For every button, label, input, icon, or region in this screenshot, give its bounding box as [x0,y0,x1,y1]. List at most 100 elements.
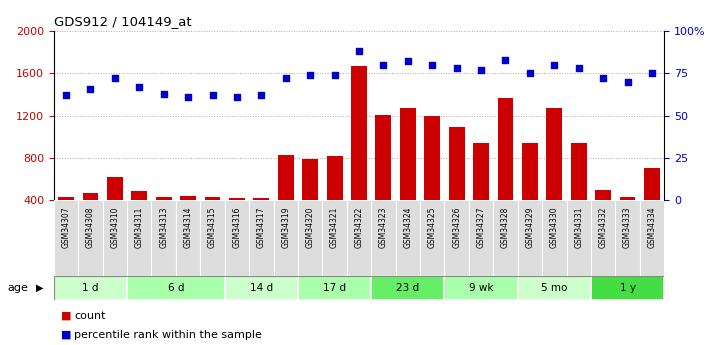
Point [646,71,658,76]
Bar [176,200,200,276]
Text: 23 d: 23 d [396,283,419,293]
Text: GSM34330: GSM34330 [550,206,559,248]
Text: 6 d: 6 d [168,283,184,293]
Bar [518,200,542,276]
Bar [127,276,225,300]
Text: GSM34334: GSM34334 [648,206,656,248]
Bar [180,196,196,242]
Text: GSM34307: GSM34307 [62,206,70,248]
Text: GSM34328: GSM34328 [501,206,510,248]
Bar [253,198,269,242]
Point [329,72,340,78]
Point [85,86,96,91]
Bar [347,200,371,276]
Bar [229,198,245,242]
Text: 17 d: 17 d [323,283,346,293]
Text: GSM34321: GSM34321 [330,206,339,248]
Bar [151,200,176,276]
Point [475,67,487,73]
Text: GDS912 / 104149_at: GDS912 / 104149_at [54,15,192,28]
Text: GSM34315: GSM34315 [208,206,217,248]
Bar [200,200,225,276]
Bar [640,200,664,276]
Text: age: age [7,283,28,293]
Point [426,62,438,68]
Point [378,62,389,68]
Bar [591,200,615,276]
Text: ▶: ▶ [36,283,43,293]
Bar [58,197,74,242]
Text: GSM34329: GSM34329 [526,206,534,248]
Text: GSM34325: GSM34325 [428,206,437,248]
Point [158,91,169,96]
Bar [327,156,342,242]
Point [60,92,72,98]
Bar [131,190,147,242]
Bar [78,200,103,276]
Bar [351,66,367,242]
Bar [103,200,127,276]
Bar [249,200,274,276]
Text: GSM34333: GSM34333 [623,206,632,248]
Point [549,62,560,68]
Bar [542,200,567,276]
Text: GSM34326: GSM34326 [452,206,461,248]
Bar [54,276,127,300]
Text: GSM34319: GSM34319 [281,206,290,248]
Point [353,49,365,54]
Bar [546,108,562,242]
Bar [518,276,591,300]
Point [622,79,633,85]
Bar [205,197,220,242]
Text: GSM34310: GSM34310 [111,206,119,248]
Point [256,92,267,98]
Text: GSM34327: GSM34327 [477,206,485,248]
Bar [278,155,294,242]
Point [231,94,243,100]
Bar [298,200,322,276]
Text: GSM34322: GSM34322 [355,206,363,248]
Bar [444,200,469,276]
Text: 1 y: 1 y [620,283,635,293]
Point [134,84,145,90]
Bar [644,168,660,242]
Bar [498,98,513,242]
Text: percentile rank within the sample: percentile rank within the sample [74,330,262,339]
Text: GSM34317: GSM34317 [257,206,266,248]
Text: count: count [74,311,106,321]
Bar [615,200,640,276]
Bar [620,197,635,242]
Point [597,76,609,81]
Bar [473,143,489,242]
Text: GSM34311: GSM34311 [135,206,144,248]
Bar [449,127,465,242]
Bar [444,276,518,300]
Bar [469,200,493,276]
Bar [225,276,298,300]
Point [524,71,536,76]
Point [573,66,584,71]
Point [304,72,316,78]
Bar [493,200,518,276]
Bar [522,143,538,242]
Point [280,76,292,81]
Text: 1 d: 1 d [83,283,98,293]
Text: GSM34331: GSM34331 [574,206,583,248]
Bar [83,193,98,242]
Point [207,92,218,98]
Bar [298,276,371,300]
Bar [420,200,444,276]
Bar [127,200,151,276]
Text: GSM34316: GSM34316 [233,206,241,248]
Text: ■: ■ [61,311,72,321]
Bar [54,200,78,276]
Bar [322,200,347,276]
Point [182,94,194,100]
Text: GSM34324: GSM34324 [404,206,412,248]
Bar [571,143,587,242]
Text: GSM34314: GSM34314 [184,206,192,248]
Bar [225,200,249,276]
Point [402,59,414,64]
Bar [591,276,664,300]
Bar [156,197,172,242]
